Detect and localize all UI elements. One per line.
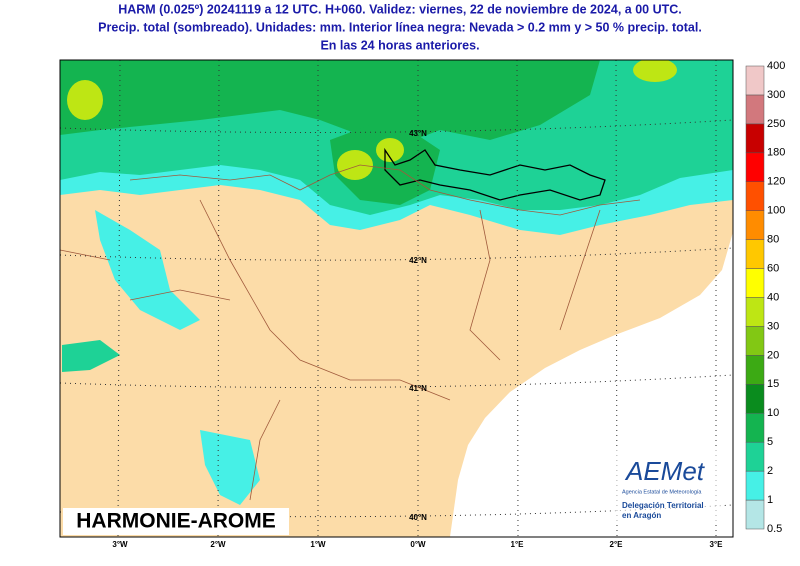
colorbar-label: 5 <box>767 436 773 448</box>
colorbar-box <box>745 384 765 414</box>
colorbar-box <box>745 297 765 327</box>
colorbar-label: 15 <box>767 378 779 390</box>
colorbar-label: 100 <box>767 205 785 217</box>
lat-label: 41°N <box>409 384 427 393</box>
header-line: HARM (0.025º) 20241119 a 12 UTC. H+060. … <box>118 2 682 16</box>
lon-label: 3°E <box>710 540 724 549</box>
colorbar-box <box>745 239 765 269</box>
colorbar-box <box>745 65 765 96</box>
logo-name: AEMet <box>624 456 706 486</box>
colorbar-label: 250 <box>767 118 785 130</box>
map: 43°N 42°N 41°N 40°N 3°W 2°W 1°W 0°W 1°E … <box>59 59 734 549</box>
precip-area <box>67 80 103 120</box>
lon-label: 2°W <box>210 540 226 549</box>
colorbar-label: 180 <box>767 147 785 159</box>
watermark: HARMONIE-AROME <box>76 510 276 533</box>
colorbar-box <box>745 441 765 472</box>
lon-label: 0°W <box>410 540 426 549</box>
colorbar-label: 80 <box>767 234 779 246</box>
colorbar-box <box>745 181 765 211</box>
colorbar-box <box>745 210 765 240</box>
colorbar-box <box>745 94 765 125</box>
logo-box <box>612 450 724 525</box>
logo-agency: Agencia Estatal de Meteorología <box>622 489 702 495</box>
colorbar-label: 1 <box>767 494 773 506</box>
lon-label: 3°W <box>112 540 128 549</box>
precip-area <box>62 340 120 372</box>
precip-area <box>95 210 200 330</box>
colorbar-label: 300 <box>767 89 785 101</box>
colorbar-box <box>745 413 765 443</box>
lat-label: 40°N <box>409 513 427 522</box>
colorbar-label: 40 <box>767 291 779 303</box>
colorbar-box <box>745 268 765 298</box>
snow-contour <box>384 147 606 201</box>
lon-label: 2°E <box>610 540 624 549</box>
colorbar-label: 20 <box>767 349 779 361</box>
lon-label: 1°W <box>310 540 326 549</box>
colorbar-box <box>745 355 765 385</box>
logo-office: Delegación Territorial <box>622 501 704 510</box>
precip-area <box>200 430 260 505</box>
lat-label: 42°N <box>409 256 427 265</box>
colorbar-box <box>745 470 765 501</box>
colorbar-box <box>745 152 765 182</box>
colorbar-label: 400 <box>767 60 785 72</box>
precip-area <box>633 60 677 82</box>
lat-label: 43°N <box>409 129 427 138</box>
border <box>60 164 641 501</box>
colorbar-box <box>745 326 765 356</box>
precip-area <box>60 60 600 145</box>
colorbar: 0.5 1 2 5 10 15 20 30 40 60 80 100 120 180 250 300 400 <box>745 60 785 535</box>
colorbar-label: 60 <box>767 262 779 274</box>
colorbar-box <box>745 123 765 154</box>
precip-area <box>337 150 373 180</box>
colorbar-label: 0.5 <box>767 523 782 535</box>
logo-office: en Aragón <box>622 511 661 520</box>
colorbar-label: 30 <box>767 320 779 332</box>
header-line: En las 24 horas anteriores. <box>320 38 479 52</box>
colorbar-label: 10 <box>767 407 779 419</box>
colorbar-label: 2 <box>767 465 773 477</box>
map-frame <box>59 59 734 538</box>
precip-area <box>376 138 404 162</box>
watermark-box <box>63 508 289 535</box>
header-line: Precip. total (sombreado). Unidades: mm.… <box>98 20 702 34</box>
lon-label: 1°E <box>511 540 525 549</box>
colorbar-box <box>745 499 765 530</box>
colorbar-label: 120 <box>767 176 785 188</box>
